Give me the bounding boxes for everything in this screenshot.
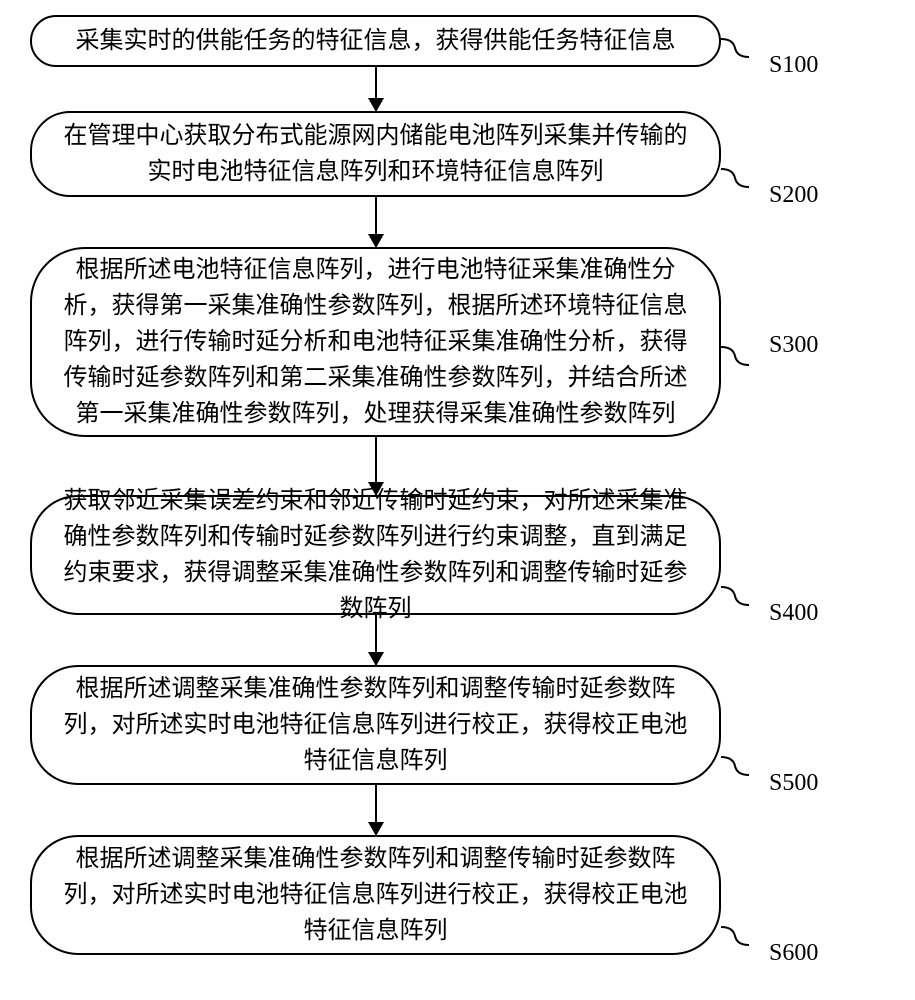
connector-curve-icon xyxy=(721,925,749,947)
flowchart-node-s200: 在管理中心获取分布式能源网内储能电池阵列采集并传输的实时电池特征信息阵列和环境特… xyxy=(30,111,721,197)
flowchart-row: 根据所述电池特征信息阵列，进行电池特征采集准确性分析，获得第一采集准确性参数阵列… xyxy=(30,247,890,437)
node-text: 获取邻近采集误差约束和邻近传输时延约束，对所述采集准确性参数阵列和传输时延参数阵… xyxy=(56,483,695,627)
node-text: 根据所述调整采集准确性参数阵列和调整传输时延参数阵列，对所述实时电池特征信息阵列… xyxy=(56,671,695,779)
node-text: 在管理中心获取分布式能源网内储能电池阵列采集并传输的实时电池特征信息阵列和环境特… xyxy=(56,118,695,190)
node-label: S100 xyxy=(769,52,818,79)
flowchart-node-s400: 获取邻近采集误差约束和邻近传输时延约束，对所述采集准确性参数阵列和传输时延参数阵… xyxy=(30,495,721,615)
arrow-container xyxy=(30,785,721,835)
connector-curve-icon xyxy=(721,345,749,367)
flowchart-row: 根据所述调整采集准确性参数阵列和调整传输时延参数阵列，对所述实时电池特征信息阵列… xyxy=(30,835,890,955)
connector-curve-icon xyxy=(721,37,749,59)
node-text: 采集实时的供能任务的特征信息，获得供能任务特征信息 xyxy=(76,23,676,59)
connector-curve-icon xyxy=(721,167,749,189)
flowchart-node-s500: 根据所述调整采集准确性参数阵列和调整传输时延参数阵列，对所述实时电池特征信息阵列… xyxy=(30,665,721,785)
flowchart-node-s100: 采集实时的供能任务的特征信息，获得供能任务特征信息 xyxy=(30,15,721,67)
flowchart-arrow xyxy=(375,785,377,835)
flowchart-row: 在管理中心获取分布式能源网内储能电池阵列采集并传输的实时电池特征信息阵列和环境特… xyxy=(30,111,890,197)
flowchart-node-s600: 根据所述调整采集准确性参数阵列和调整传输时延参数阵列，对所述实时电池特征信息阵列… xyxy=(30,835,721,955)
connector-curve-icon xyxy=(721,755,749,777)
flowchart-row: 采集实时的供能任务的特征信息，获得供能任务特征信息 S100 xyxy=(30,15,890,67)
flowchart-arrow xyxy=(375,67,377,111)
arrow-container xyxy=(30,197,721,247)
arrow-head-icon xyxy=(368,822,384,836)
arrow-head-icon xyxy=(368,98,384,112)
flowchart-row: 根据所述调整采集准确性参数阵列和调整传输时延参数阵列，对所述实时电池特征信息阵列… xyxy=(30,665,890,785)
node-text: 根据所述调整采集准确性参数阵列和调整传输时延参数阵列，对所述实时电池特征信息阵列… xyxy=(56,841,695,949)
flowchart-arrow xyxy=(375,615,377,665)
node-label: S500 xyxy=(769,770,818,797)
arrow-container xyxy=(30,67,721,111)
node-label: S300 xyxy=(769,332,818,359)
flowchart-row: 获取邻近采集误差约束和邻近传输时延约束，对所述采集准确性参数阵列和传输时延参数阵… xyxy=(30,495,890,615)
connector-curve-icon xyxy=(721,585,749,607)
flowchart-node-s300: 根据所述电池特征信息阵列，进行电池特征采集准确性分析，获得第一采集准确性参数阵列… xyxy=(30,247,721,437)
node-text: 根据所述电池特征信息阵列，进行电池特征采集准确性分析，获得第一采集准确性参数阵列… xyxy=(56,252,695,432)
arrow-head-icon xyxy=(368,652,384,666)
flowchart-container: 采集实时的供能任务的特征信息，获得供能任务特征信息 S100 在管理中心获取分布… xyxy=(30,15,890,955)
node-label: S600 xyxy=(769,940,818,967)
node-label: S200 xyxy=(769,182,818,209)
flowchart-arrow xyxy=(375,197,377,247)
node-label: S400 xyxy=(769,600,818,627)
arrow-head-icon xyxy=(368,234,384,248)
